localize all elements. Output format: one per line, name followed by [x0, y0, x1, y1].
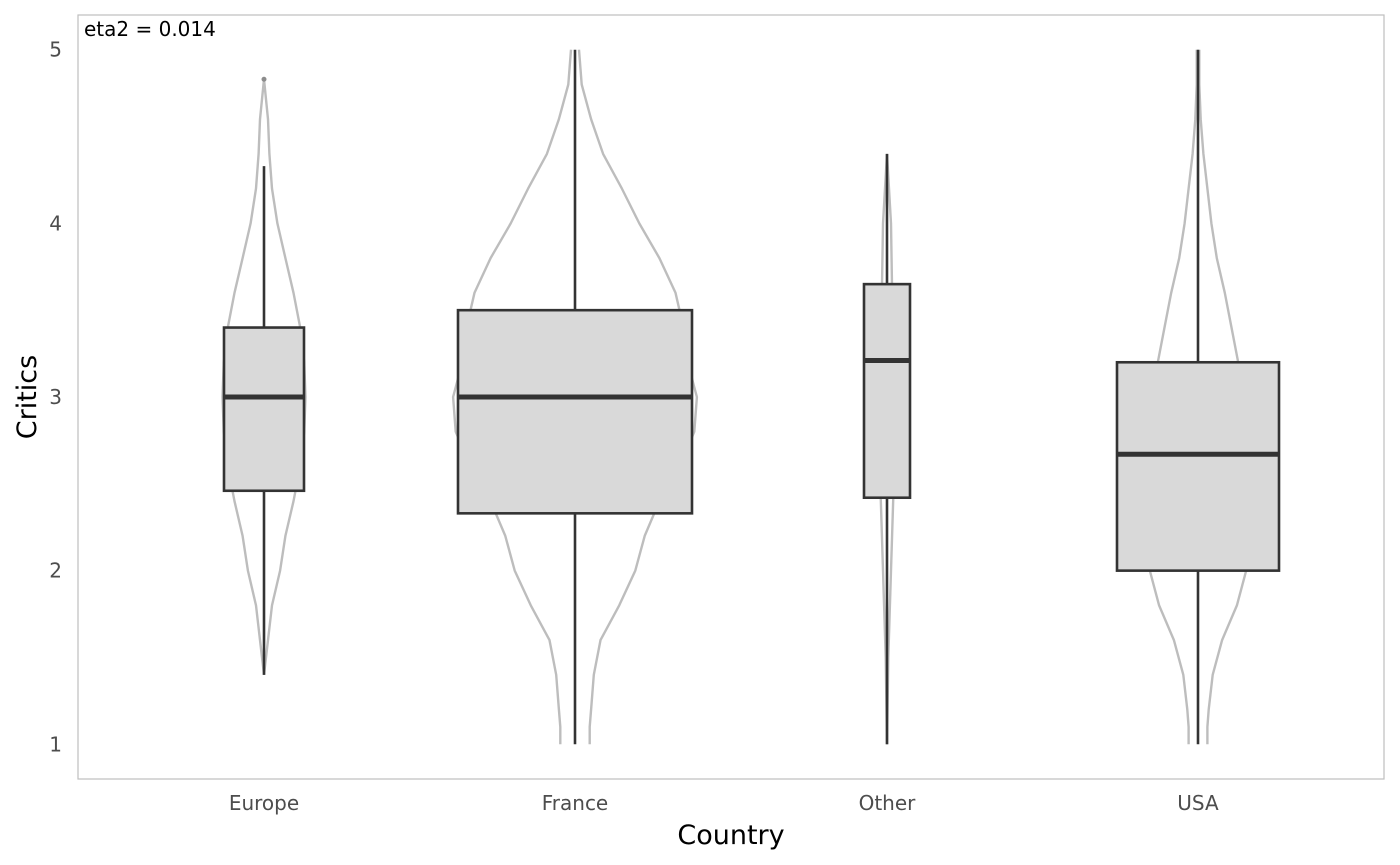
y-tick-label-5: 5 [49, 38, 62, 62]
annotation-eta2: eta2 = 0.014 [84, 17, 216, 41]
x-axis-title: Country [677, 820, 784, 851]
x-tick-label-usa: USA [1177, 791, 1219, 815]
x-axis-ticks: Europe France Other USA [229, 791, 1219, 815]
y-tick-label-1: 1 [49, 732, 62, 756]
box-usa [1115, 360, 1281, 572]
x-tick-label-europe: Europe [229, 791, 299, 815]
violin-right-france [577, 49, 699, 745]
box-europe [222, 326, 306, 493]
y-tick-label-2: 2 [49, 559, 62, 583]
box-other [862, 282, 912, 500]
y-axis-title: Critics [12, 355, 43, 439]
box-france [456, 308, 694, 515]
y-tick-label-3: 3 [49, 385, 62, 409]
y-axis-ticks: 1 2 3 4 5 [49, 38, 62, 757]
y-tick-label-4: 4 [49, 211, 62, 235]
x-tick-label-france: France [542, 791, 609, 815]
outlier-europe-0 [261, 76, 267, 82]
box-layer [222, 49, 1281, 745]
violin-left-france [451, 49, 573, 745]
x-tick-label-other: Other [859, 791, 917, 815]
